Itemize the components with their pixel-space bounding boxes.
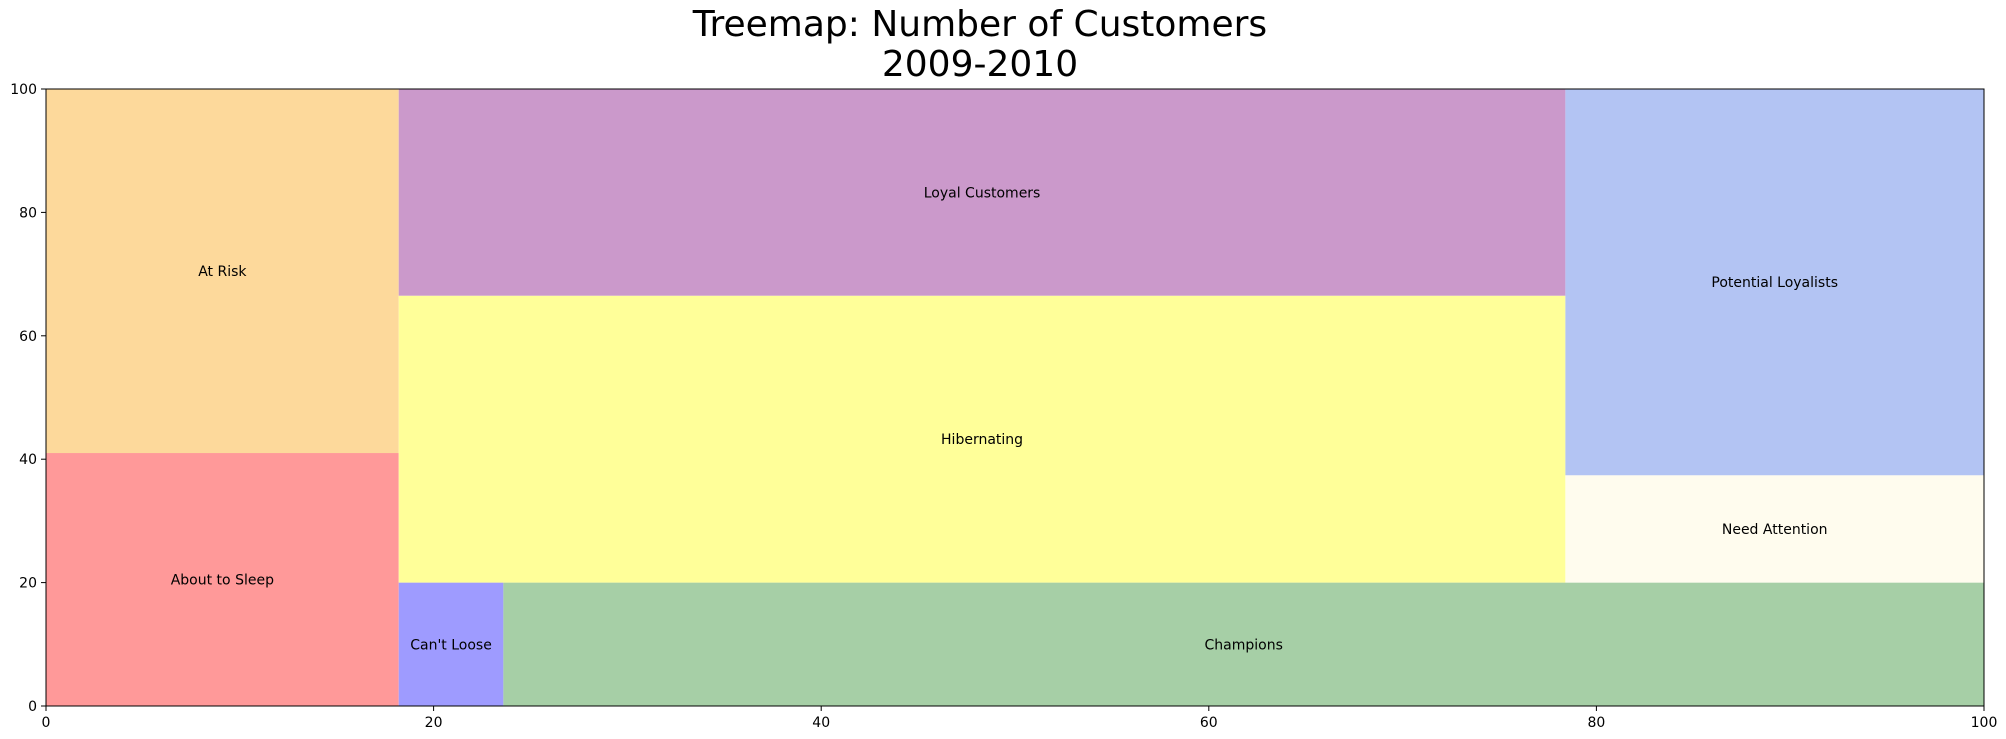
chart-title-line-1: Treemap: Number of Customers: [692, 4, 1268, 45]
x-tick-label: 40: [812, 715, 830, 731]
y-tick-label: 0: [28, 699, 37, 715]
treemap-label-loyal-customers: Loyal Customers: [924, 185, 1041, 201]
chart-title-line-2: 2009-2010: [881, 44, 1079, 85]
treemap-label-need-attention: Need Attention: [1722, 522, 1828, 538]
treemap-label-potential-loyalists: Potential Loyalists: [1711, 275, 1838, 291]
treemap-label-champions: Champions: [1204, 637, 1282, 653]
axes-frame: [45, 88, 1985, 707]
x-tick-label: 60: [1200, 715, 1218, 731]
y-tick-label: 20: [19, 576, 37, 592]
treemap-rect-hibernating: [398, 295, 1566, 583]
treemap-rect-potential-loyalists: [1565, 89, 1984, 476]
treemap-rect-at-risk: [46, 89, 399, 454]
treemap-label-can-t-loose: Can't Loose: [410, 637, 492, 653]
treemap-rect-loyal-customers: [398, 89, 1566, 296]
y-tick-label: 40: [19, 452, 37, 468]
x-tick-label: 20: [425, 715, 443, 731]
treemap-label-about-to-sleep: About to Sleep: [171, 573, 274, 589]
treemap-rect-need-attention: [1565, 475, 1984, 583]
y-tick-label: 80: [19, 205, 37, 221]
treemap-label-hibernating: Hibernating: [941, 432, 1023, 448]
x-tick-label: 80: [1587, 715, 1605, 731]
x-tick-label: 100: [1971, 715, 1998, 731]
x-tick-label: 0: [42, 715, 51, 731]
treemap-rect-can-t-loose: [398, 582, 504, 706]
treemap-rect-champions: [503, 582, 1984, 706]
treemap-rect-about-to-sleep: [46, 453, 399, 706]
y-tick-label: 60: [19, 329, 37, 345]
y-tick-label: 100: [10, 82, 37, 98]
treemap-label-at-risk: At Risk: [198, 264, 247, 280]
